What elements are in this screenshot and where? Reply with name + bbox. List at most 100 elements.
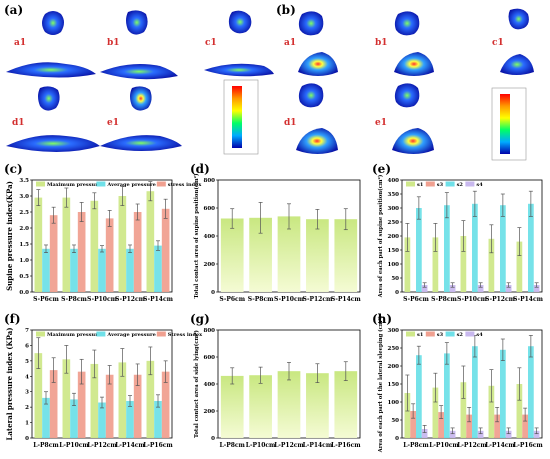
heatmap-a-e1-body bbox=[100, 135, 182, 151]
bar bbox=[432, 237, 439, 292]
xtick-label: L-P8cm bbox=[219, 442, 245, 449]
bar bbox=[528, 346, 534, 438]
ytick-label: 800 bbox=[204, 328, 216, 334]
bar bbox=[77, 212, 86, 292]
bar bbox=[98, 402, 106, 438]
legend-label: Average pressure bbox=[106, 332, 155, 338]
ytick-label: 150 bbox=[388, 382, 400, 388]
ytick-label: 6 bbox=[25, 343, 29, 349]
heatmap-b-a1-body bbox=[298, 52, 338, 76]
legend-label: stress index bbox=[168, 182, 203, 188]
legend-label: s1 bbox=[417, 332, 423, 338]
bar bbox=[528, 203, 534, 292]
legend-swatch bbox=[425, 331, 435, 337]
subplot-label-a-a1: a1 bbox=[14, 38, 26, 48]
xtick-label: L-P10cm bbox=[429, 442, 459, 449]
y-axis-label: Area of each part of supine position(cm²… bbox=[377, 175, 384, 299]
ytick-label: 0 bbox=[25, 436, 29, 442]
heatmap-b-a1-head bbox=[298, 11, 324, 36]
legend-label: Average pressure bbox=[106, 182, 155, 188]
ytick-label: 4 bbox=[25, 374, 29, 380]
ytick-label: 50 bbox=[391, 418, 399, 424]
panel-label-f: (f) bbox=[4, 312, 21, 326]
legend-swatch bbox=[445, 331, 455, 337]
ytick-label: 250 bbox=[388, 346, 400, 352]
ytick-label: 3 bbox=[25, 390, 29, 396]
ytick-label: 600 bbox=[204, 206, 216, 212]
subplot-label-a-e1: e1 bbox=[107, 118, 119, 128]
bar bbox=[460, 382, 467, 438]
bar bbox=[500, 349, 506, 438]
ytick-label: 300 bbox=[388, 206, 400, 212]
legend-label: s2 bbox=[457, 332, 464, 338]
legend-swatch bbox=[36, 331, 45, 337]
panel-label-e: (e) bbox=[372, 162, 391, 176]
bar bbox=[505, 285, 512, 292]
bar bbox=[500, 205, 506, 292]
bar bbox=[34, 197, 43, 292]
bar bbox=[146, 360, 155, 438]
ytick-label: 250 bbox=[388, 220, 400, 226]
bar bbox=[306, 219, 329, 292]
ytick-label: 2.5 bbox=[19, 210, 29, 216]
ytick-label: 7 bbox=[25, 328, 29, 334]
chart-g: 0 200 400 600 800 Total contact area of side … bbox=[193, 328, 361, 449]
bar bbox=[42, 248, 50, 292]
y-axis-label: Total contact area of supine position(cm… bbox=[193, 174, 200, 299]
ytick-label: 0 bbox=[211, 436, 215, 442]
panel-label-h: (h) bbox=[372, 312, 392, 326]
xtick-label: S-P12cm bbox=[485, 296, 516, 303]
heatmap-a-d1-body bbox=[6, 135, 100, 152]
heatmap-a-c1-body bbox=[204, 63, 274, 77]
bar bbox=[334, 371, 358, 438]
xtick-label: S-P6cm bbox=[33, 296, 59, 303]
xtick-label: L-P14cm bbox=[485, 442, 515, 449]
bar bbox=[105, 374, 114, 438]
bar bbox=[306, 373, 329, 438]
heatmap-b-e1-body bbox=[392, 128, 434, 154]
bar bbox=[126, 248, 134, 292]
subplot-label-a-d1: d1 bbox=[12, 118, 25, 128]
ytick-label: 400 bbox=[204, 382, 216, 388]
legend-label: s2 bbox=[457, 182, 464, 188]
bar bbox=[62, 197, 71, 292]
legend-swatch bbox=[36, 181, 45, 187]
xtick-label: S-P10cm bbox=[274, 296, 305, 303]
ytick-label: 50 bbox=[391, 276, 399, 282]
heatmap-a-d1-head bbox=[38, 86, 60, 111]
ytick-label: 100 bbox=[388, 262, 400, 268]
bar bbox=[438, 412, 444, 438]
bar bbox=[42, 397, 50, 438]
bar bbox=[90, 363, 99, 438]
xtick-label: S-P14cm bbox=[513, 296, 544, 303]
bar bbox=[416, 355, 422, 438]
subplot-label-b-e1: e1 bbox=[375, 118, 387, 128]
bar bbox=[77, 371, 86, 438]
ytick-label: 200 bbox=[204, 262, 216, 268]
bar bbox=[49, 215, 58, 292]
subplot-label-a-b1: b1 bbox=[107, 38, 120, 48]
legend-swatch bbox=[445, 181, 455, 187]
panel-label-a: (a) bbox=[4, 3, 23, 17]
xtick-label: S-P14cm bbox=[143, 296, 174, 303]
legend-swatch bbox=[406, 331, 415, 337]
ytick-label: 600 bbox=[204, 355, 216, 361]
ytick-label: 3.5 bbox=[19, 178, 29, 184]
ytick-label: 0.0 bbox=[19, 290, 29, 296]
bar bbox=[533, 430, 540, 438]
ytick-label: 1.0 bbox=[19, 258, 29, 264]
bar bbox=[98, 248, 106, 292]
heatmap-b-d1-body bbox=[296, 128, 338, 154]
y-axis-label: Lateral pressure index (KPa) bbox=[5, 327, 14, 440]
subplot-label-a-c1: c1 bbox=[205, 38, 217, 48]
legend-label: Maximum pressure bbox=[47, 332, 101, 338]
bar bbox=[444, 353, 450, 438]
bar bbox=[118, 362, 127, 438]
bar bbox=[472, 203, 478, 292]
bar bbox=[477, 430, 484, 438]
xtick-label: S-P10cm bbox=[87, 296, 118, 303]
bar bbox=[249, 217, 272, 292]
bar bbox=[154, 245, 162, 292]
ytick-label: 300 bbox=[388, 328, 400, 334]
subplot-label-b-a1: a1 bbox=[284, 38, 296, 48]
